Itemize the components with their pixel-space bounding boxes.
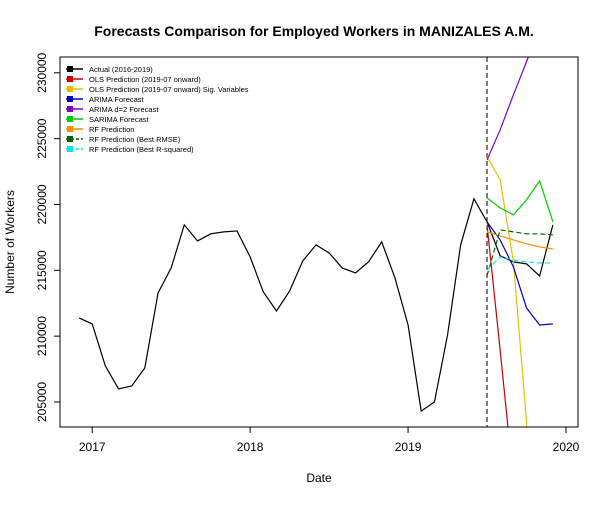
legend-box xyxy=(63,61,259,157)
legend-swatch xyxy=(67,76,73,82)
y-tick-label: 205000 xyxy=(35,382,49,422)
series-line xyxy=(78,197,554,413)
series-line xyxy=(486,256,553,271)
x-tick-label: 2019 xyxy=(395,440,422,454)
legend-swatch xyxy=(67,116,73,122)
legend-swatch xyxy=(67,86,73,92)
legend-label: ARIMA Forecast xyxy=(89,95,145,104)
legend-label: SARIMA Forecast xyxy=(89,115,150,124)
legend-swatch xyxy=(67,146,73,152)
y-tick-label: 230000 xyxy=(35,52,49,92)
y-tick-label: 220000 xyxy=(35,184,49,224)
x-tick-label: 2017 xyxy=(79,440,106,454)
legend-swatch xyxy=(67,136,73,142)
plot-area xyxy=(78,57,554,427)
series-line xyxy=(486,224,509,427)
legend-swatch xyxy=(67,106,73,112)
x-tick-label: 2018 xyxy=(237,440,264,454)
series-line xyxy=(486,156,528,427)
legend-label: OLS Prediction (2019-07 onward) Sig. Var… xyxy=(89,85,249,94)
y-axis-label: Number of Workers xyxy=(3,190,17,294)
series-line xyxy=(486,179,554,223)
series-line xyxy=(486,57,530,161)
legend-label: OLS Prediction (2019-07 onward) xyxy=(89,75,201,84)
legend-swatch xyxy=(67,96,73,102)
legend-label: RF Prediction xyxy=(89,125,134,134)
y-tick-label: 215000 xyxy=(35,250,49,290)
legend-label: ARIMA d=2 Forecast xyxy=(89,105,159,114)
x-tick-label: 2020 xyxy=(553,440,580,454)
x-axis-label: Date xyxy=(306,471,332,485)
y-tick-label: 210000 xyxy=(35,316,49,356)
legend-label: RF Prediction (Best RMSE) xyxy=(89,135,181,144)
chart-title: Forecasts Comparison for Employed Worker… xyxy=(94,23,534,39)
legend-swatch xyxy=(67,66,73,72)
plot-border xyxy=(59,56,579,428)
series-line xyxy=(486,231,553,250)
legend-swatch xyxy=(67,126,73,132)
legend-label: RF Prediction (Best R-squared) xyxy=(89,145,194,154)
series-line xyxy=(486,229,553,276)
legend-label: Actual (2016-2019) xyxy=(89,65,153,74)
y-tick-label: 225000 xyxy=(35,118,49,158)
